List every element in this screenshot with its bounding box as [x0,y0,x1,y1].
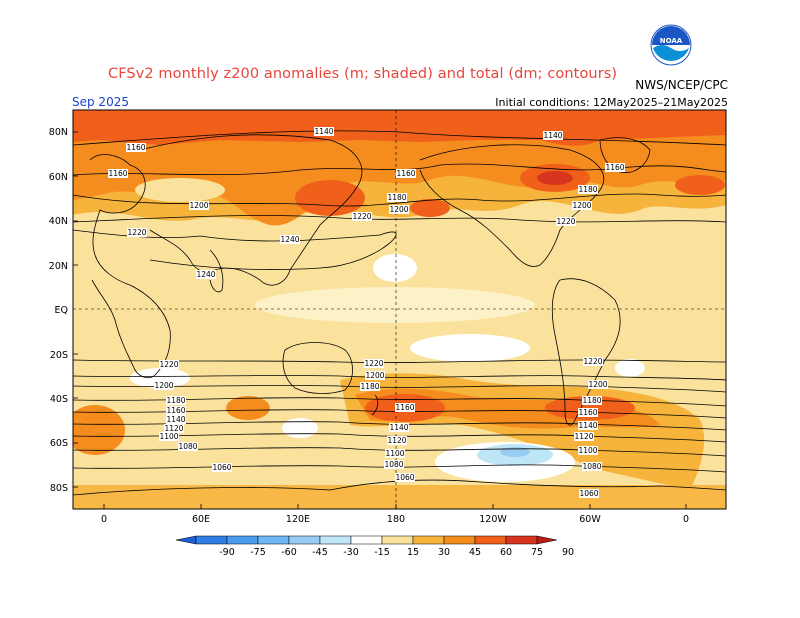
svg-text:40N: 40N [49,216,68,227]
svg-text:1140: 1140 [543,131,562,140]
legend-tick-label: -75 [250,547,266,558]
svg-text:1200: 1200 [365,371,384,380]
svg-text:60W: 60W [579,514,601,525]
legend-swatch [381,535,414,545]
svg-text:20S: 20S [50,350,68,361]
legend-tick-label: 60 [500,547,512,558]
legend-swatch [412,535,445,545]
svg-text:1180: 1180 [360,382,379,391]
svg-text:1220: 1220 [556,217,575,226]
contour-labels: 1140 1140 1160 1160 1160 1160 1180 1180 … [108,127,625,498]
svg-text:0: 0 [101,514,107,525]
svg-text:1200: 1200 [389,205,408,214]
svg-text:EQ: EQ [55,305,68,316]
legend-swatch [505,535,538,545]
continent-outlines [73,134,726,496]
height-contours [73,130,726,473]
svg-text:1160: 1160 [578,408,597,417]
svg-text:60E: 60E [192,514,210,525]
svg-text:1060: 1060 [395,473,414,482]
legend-tick-label: 15 [407,547,419,558]
svg-text:60N: 60N [49,172,68,183]
svg-text:1240: 1240 [280,235,299,244]
svg-text:120W: 120W [479,514,507,525]
svg-text:1220: 1220 [159,360,178,369]
legend-swatch [474,535,507,545]
svg-text:0: 0 [683,514,689,525]
legend-tick-label: -45 [312,547,328,558]
legend-tick-label: 45 [469,547,481,558]
svg-text:1100: 1100 [159,432,178,441]
longitude-labels: 0 60E 120E 180 120W 60W 0 [101,514,689,525]
svg-text:1220: 1220 [352,212,371,221]
svg-text:1140: 1140 [314,127,333,136]
svg-text:1160: 1160 [396,169,415,178]
legend-swatch [319,535,352,545]
svg-text:1180: 1180 [387,193,406,202]
svg-text:1200: 1200 [154,381,173,390]
svg-text:1160: 1160 [108,169,127,178]
legend-arrow-low [175,535,197,545]
agency-label: NWS/NCEP/CPC [635,78,728,92]
svg-text:1160: 1160 [605,163,624,172]
svg-text:1180: 1180 [582,396,601,405]
legend-swatch [226,535,259,545]
legend-arrow-high [536,535,558,545]
legend-swatch [257,535,290,545]
legend-swatch [443,535,476,545]
legend-swatch [350,535,383,545]
legend-tick-label: 30 [438,547,450,558]
svg-text:1120: 1120 [574,432,593,441]
legend-tick-label: -90 [219,547,235,558]
svg-text:80S: 80S [50,483,68,494]
svg-text:1140: 1140 [578,421,597,430]
initial-conditions: Initial conditions: 12May2025–21May2025 [495,96,728,109]
latitude-labels: 80N 60N 40N 20N EQ 20S 40S 60S 80S [49,127,68,494]
svg-text:1200: 1200 [588,380,607,389]
svg-text:1080: 1080 [582,462,601,471]
logo-text: NOAA [660,37,683,45]
legend-swatch [288,535,321,545]
svg-text:20N: 20N [49,261,68,272]
svg-text:1140: 1140 [389,423,408,432]
noaa-logo-icon: NOAA [650,24,692,66]
svg-text:180: 180 [387,514,405,525]
svg-text:120E: 120E [286,514,310,525]
legend-swatch [195,535,228,545]
svg-text:1160: 1160 [166,406,185,415]
legend-tick-label: -60 [281,547,297,558]
svg-text:1080: 1080 [384,460,403,469]
chart-title: CFSv2 monthly z200 anomalies (m; shaded)… [108,66,618,82]
svg-text:1060: 1060 [212,463,231,472]
svg-text:1060: 1060 [579,489,598,498]
forecast-month: Sep 2025 [72,95,129,109]
legend-tick-label: 90 [562,547,574,558]
svg-text:60S: 60S [50,438,68,449]
svg-text:1120: 1120 [387,436,406,445]
color-legend: -90 -75 -60 -45 -30 -15 15 30 45 60 75 90 [175,535,574,558]
legend-tick-label: -30 [343,547,359,558]
svg-text:1160: 1160 [395,403,414,412]
svg-text:1220: 1220 [127,228,146,237]
svg-text:1220: 1220 [583,357,602,366]
svg-text:1180: 1180 [578,185,597,194]
legend-tick-label: -15 [374,547,390,558]
svg-text:1140: 1140 [166,415,185,424]
map-frame [72,109,727,510]
svg-text:1100: 1100 [385,449,404,458]
svg-text:1100: 1100 [578,446,597,455]
svg-text:1200: 1200 [572,201,591,210]
svg-text:1160: 1160 [126,143,145,152]
svg-text:1080: 1080 [178,442,197,451]
legend-tick-label: 75 [531,547,543,558]
svg-text:1180: 1180 [166,396,185,405]
svg-text:1220: 1220 [364,359,383,368]
svg-text:1240: 1240 [196,270,215,279]
svg-text:40S: 40S [50,394,68,405]
svg-text:1120: 1120 [164,424,183,433]
svg-text:80N: 80N [49,127,68,138]
svg-text:1200: 1200 [189,201,208,210]
